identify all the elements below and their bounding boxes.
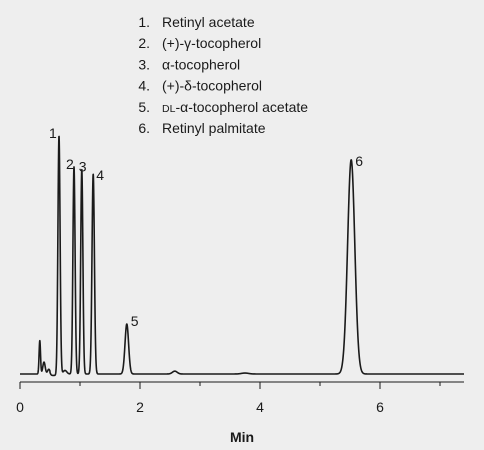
x-tick-label: 0 — [16, 399, 24, 415]
peak-label: 6 — [355, 153, 363, 169]
legend-number: 4. — [138, 78, 150, 94]
legend-entry: (+)-δ-tocopherol — [162, 78, 262, 94]
legend-number: 5. — [138, 99, 150, 115]
legend-number: 2. — [138, 35, 150, 51]
legend-entry: Retinyl acetate — [162, 14, 255, 30]
legend-number: 6. — [138, 120, 150, 136]
peak-label: 3 — [79, 158, 87, 174]
legend-number: 1. — [138, 14, 150, 30]
peak-label: 4 — [96, 167, 104, 183]
x-tick-label: 6 — [376, 399, 384, 415]
legend-entry: (+)-γ-tocopherol — [162, 35, 261, 51]
legend-entry: α-tocopherol — [162, 56, 240, 72]
legend-entry: Retinyl palmitate — [162, 120, 266, 136]
x-tick-label: 2 — [136, 399, 144, 415]
peak-labels: 12 34 5 6 — [49, 125, 363, 329]
legend: 1. Retinyl acetate 2. (+)-γ-tocopherol 3. α-t… — [138, 14, 308, 136]
legend-number: 3. — [138, 56, 150, 72]
x-tick-label: 4 — [256, 399, 264, 415]
chromatogram-trace — [19, 135, 465, 377]
peak-label: 2 — [66, 156, 74, 172]
peak-label: 5 — [131, 313, 139, 329]
legend-entry: DL-α-tocopherol acetate — [162, 99, 308, 115]
x-axis-title: Min — [230, 429, 254, 445]
peak-label: 1 — [49, 125, 57, 141]
x-axis-ticks: 0 2 4 6 — [16, 382, 441, 415]
